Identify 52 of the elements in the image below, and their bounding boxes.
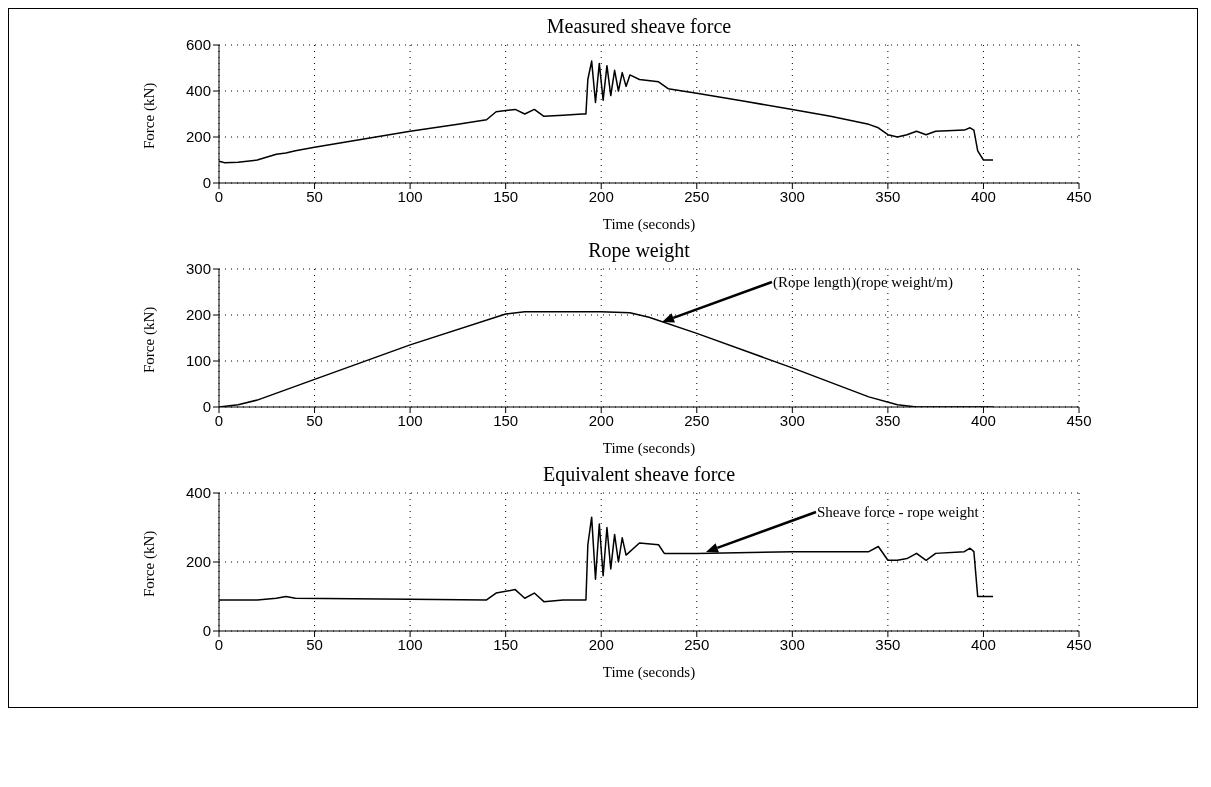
x-tick-label: 400 [970, 411, 996, 429]
x-tick-label: 300 [779, 187, 805, 205]
y-tick-label: 0 [202, 398, 211, 416]
y-tick-label: 300 [185, 260, 211, 278]
y-tick-label: 400 [185, 484, 211, 502]
y-tick-label: 400 [185, 82, 211, 100]
x-tick-label: 100 [397, 187, 423, 205]
y-tick-label: 200 [185, 128, 211, 146]
x-tick-label: 450 [1066, 635, 1092, 653]
x-tick-label: 300 [779, 635, 805, 653]
x-tick-label: 100 [397, 411, 423, 429]
chart-title: Measured sheave force [545, 15, 733, 39]
x-tick-label: 200 [588, 635, 614, 653]
y-tick-label: 0 [202, 622, 211, 640]
x-axis-title: Time (seconds) [602, 216, 696, 233]
y-tick-label: 600 [185, 36, 211, 54]
x-axis-title: Time (seconds) [602, 664, 696, 681]
x-tick-label: 350 [875, 635, 901, 653]
x-tick-label: 450 [1066, 411, 1092, 429]
y-axis-title: Force (kN) [141, 306, 159, 373]
x-tick-label: 400 [970, 635, 996, 653]
x-tick-label: 150 [493, 635, 519, 653]
x-axis-title: Time (seconds) [602, 440, 696, 457]
x-tick-label: 0 [214, 187, 224, 205]
annotation: Sheave force - rope weight [817, 504, 980, 520]
x-tick-label: 400 [970, 187, 996, 205]
annotation: (Rope length)(rope weight/m) [773, 274, 953, 291]
x-tick-label: 150 [493, 411, 519, 429]
x-tick-label: 0 [214, 635, 224, 653]
x-tick-label: 250 [684, 635, 710, 653]
chart-title: Rope weight [587, 239, 691, 263]
y-tick-label: 200 [185, 306, 211, 324]
x-tick-label: 50 [306, 187, 323, 205]
y-axis-title: Force (kN) [141, 82, 159, 149]
x-tick-label: 300 [779, 411, 805, 429]
x-tick-label: 450 [1066, 187, 1092, 205]
y-tick-label: 100 [185, 352, 211, 370]
x-tick-label: 350 [875, 411, 901, 429]
x-tick-label: 250 [684, 411, 710, 429]
y-tick-label: 0 [202, 174, 211, 192]
x-tick-label: 50 [306, 635, 323, 653]
x-tick-label: 0 [214, 411, 224, 429]
x-tick-label: 200 [588, 187, 614, 205]
x-tick-label: 250 [684, 187, 710, 205]
y-tick-label: 200 [185, 553, 211, 571]
y-axis-title: Force (kN) [141, 530, 159, 597]
x-tick-label: 100 [397, 635, 423, 653]
x-tick-label: 350 [875, 187, 901, 205]
x-tick-label: 200 [588, 411, 614, 429]
x-tick-label: 50 [306, 411, 323, 429]
x-tick-label: 150 [493, 187, 519, 205]
chart-title: Equivalent sheave force [541, 463, 737, 487]
